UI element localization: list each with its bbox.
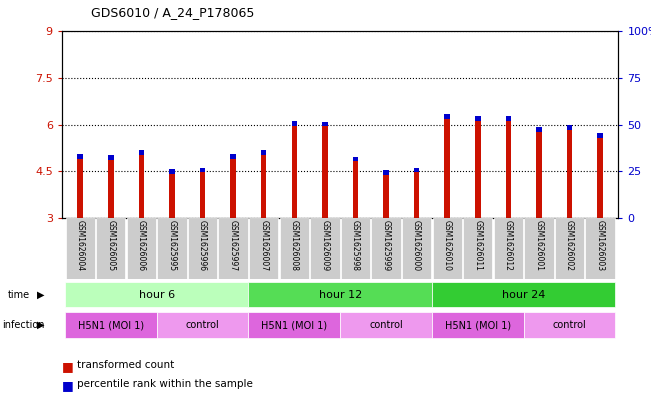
Bar	[261, 150, 266, 218]
Text: GSM1626009: GSM1626009	[320, 220, 329, 271]
Text: GDS6010 / A_24_P178065: GDS6010 / A_24_P178065	[91, 6, 255, 19]
Text: H5N1 (MOI 1): H5N1 (MOI 1)	[445, 320, 511, 330]
Text: H5N1 (MOI 1): H5N1 (MOI 1)	[77, 320, 144, 330]
Bar	[536, 127, 542, 218]
Bar	[310, 218, 340, 279]
Bar	[475, 116, 480, 218]
Bar	[585, 218, 615, 279]
Bar	[219, 218, 248, 279]
Text: GSM1626010: GSM1626010	[443, 220, 452, 271]
Text: GSM1625995: GSM1625995	[167, 220, 176, 271]
Text: time: time	[8, 290, 30, 300]
Bar	[322, 122, 327, 218]
Text: GSM1626012: GSM1626012	[504, 220, 513, 271]
Bar	[77, 154, 83, 218]
Text: hour 24: hour 24	[502, 290, 546, 300]
Bar	[414, 168, 419, 173]
Bar	[139, 150, 144, 218]
Bar	[445, 114, 450, 218]
Bar	[108, 155, 113, 218]
Text: control: control	[553, 320, 587, 330]
Bar	[249, 282, 432, 307]
Text: ■: ■	[62, 360, 74, 373]
Bar	[108, 155, 113, 160]
Bar	[65, 312, 157, 338]
Bar	[383, 170, 389, 174]
Bar	[523, 312, 615, 338]
Bar	[249, 312, 340, 338]
Bar	[127, 218, 156, 279]
Bar	[493, 218, 523, 279]
Text: GSM1625998: GSM1625998	[351, 220, 360, 271]
Text: ▶: ▶	[37, 290, 45, 300]
Bar	[157, 312, 249, 338]
Bar	[96, 218, 126, 279]
Bar	[463, 218, 492, 279]
Bar	[432, 312, 523, 338]
Bar	[169, 169, 174, 218]
Bar	[200, 168, 205, 173]
Text: percentile rank within the sample: percentile rank within the sample	[77, 379, 253, 389]
Bar	[445, 114, 450, 119]
Text: GSM1626008: GSM1626008	[290, 220, 299, 271]
Bar	[402, 218, 431, 279]
Text: GSM1626001: GSM1626001	[534, 220, 544, 271]
Bar	[249, 218, 279, 279]
Text: ■: ■	[62, 379, 74, 392]
Bar	[567, 125, 572, 218]
Text: GSM1626006: GSM1626006	[137, 220, 146, 271]
Text: GSM1626003: GSM1626003	[596, 220, 605, 271]
Bar	[353, 156, 358, 161]
Text: GSM1626002: GSM1626002	[565, 220, 574, 271]
Bar	[432, 282, 615, 307]
Bar	[555, 218, 584, 279]
Bar	[536, 127, 542, 132]
Text: GSM1625997: GSM1625997	[229, 220, 238, 271]
Text: GSM1626004: GSM1626004	[76, 220, 85, 271]
Text: ▶: ▶	[37, 320, 45, 330]
Bar	[414, 168, 419, 218]
Bar	[383, 170, 389, 218]
Bar	[200, 168, 205, 218]
Text: hour 6: hour 6	[139, 290, 174, 300]
Bar	[322, 122, 327, 126]
Bar	[506, 116, 511, 121]
Text: hour 12: hour 12	[318, 290, 362, 300]
Text: H5N1 (MOI 1): H5N1 (MOI 1)	[261, 320, 327, 330]
Bar	[230, 154, 236, 159]
Bar	[598, 134, 603, 138]
Bar	[188, 218, 217, 279]
Text: GSM1625999: GSM1625999	[381, 220, 391, 271]
Text: control: control	[369, 320, 403, 330]
Bar	[292, 121, 297, 218]
Bar	[77, 154, 83, 159]
Bar	[524, 218, 553, 279]
Text: GSM1626005: GSM1626005	[106, 220, 115, 271]
Text: GSM1626011: GSM1626011	[473, 220, 482, 271]
Bar	[292, 121, 297, 126]
Bar	[475, 116, 480, 121]
Bar	[353, 156, 358, 218]
Bar	[230, 154, 236, 218]
Bar	[432, 218, 462, 279]
Bar	[261, 150, 266, 155]
Bar	[158, 218, 187, 279]
Text: transformed count: transformed count	[77, 360, 174, 369]
Text: infection: infection	[2, 320, 44, 330]
Bar	[66, 218, 95, 279]
Text: GSM1626000: GSM1626000	[412, 220, 421, 271]
Bar	[567, 125, 572, 130]
Text: GSM1626007: GSM1626007	[259, 220, 268, 271]
Bar	[340, 312, 432, 338]
Bar	[279, 218, 309, 279]
Text: control: control	[186, 320, 219, 330]
Bar	[139, 150, 144, 155]
Bar	[371, 218, 401, 279]
Bar	[169, 169, 174, 174]
Bar	[598, 134, 603, 218]
Bar	[506, 116, 511, 218]
Bar	[65, 282, 249, 307]
Bar	[340, 218, 370, 279]
Text: GSM1625996: GSM1625996	[198, 220, 207, 271]
